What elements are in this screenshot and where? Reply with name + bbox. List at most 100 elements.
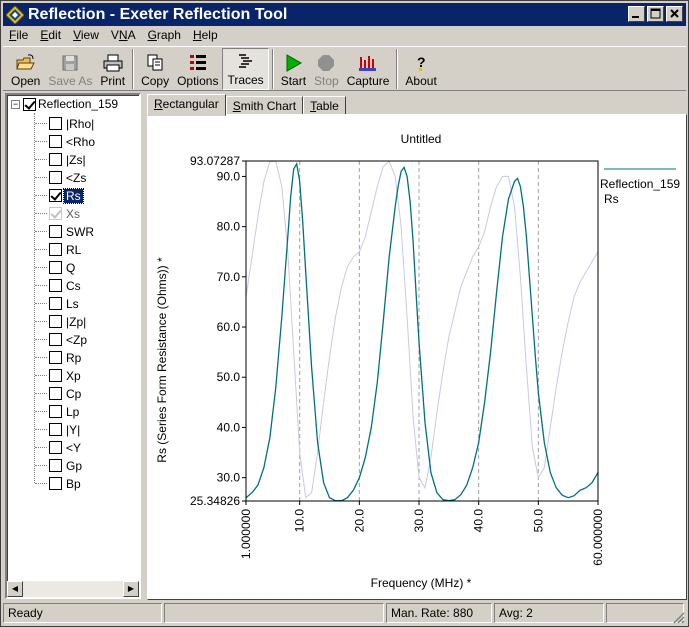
menu-edit-mnemonic: E <box>40 28 49 42</box>
tree-item[interactable]: Lp <box>49 403 81 420</box>
help-question-icon: ? <box>417 54 426 71</box>
menu-graph[interactable]: Graph <box>142 26 187 45</box>
maximize-icon <box>650 8 661 19</box>
traces-label: Traces <box>227 73 264 87</box>
options-list-icon <box>189 55 206 70</box>
tree-item[interactable]: Rp <box>49 349 83 366</box>
tree-item[interactable]: Cp <box>49 385 83 402</box>
trace-checkbox[interactable] <box>49 351 62 364</box>
close-button[interactable] <box>666 6 683 22</box>
tree-item[interactable]: Xs <box>49 205 82 222</box>
trace-checkbox[interactable] <box>49 171 62 184</box>
start-button[interactable]: Start <box>277 48 310 90</box>
tree-item[interactable]: Gp <box>49 457 84 474</box>
menu-help[interactable]: Help <box>187 26 224 45</box>
trace-checkbox[interactable] <box>49 333 62 346</box>
trace-checkbox[interactable] <box>49 261 62 274</box>
trace-checkbox[interactable] <box>49 369 62 382</box>
tree-root-node[interactable]: − Reflection_159 <box>11 97 118 111</box>
trace-checkbox[interactable] <box>49 423 62 436</box>
capture-button[interactable]: Capture <box>343 48 394 90</box>
tree-item[interactable]: Ls <box>49 295 81 312</box>
trace-checkbox[interactable] <box>49 441 62 454</box>
menu-edit[interactable]: Edit <box>34 26 67 45</box>
tree-item[interactable]: |Y| <box>49 421 82 438</box>
y-tick-label: 50.0 <box>217 370 241 384</box>
tree-item-label: Lp <box>66 404 80 419</box>
tree-item[interactable]: Cs <box>49 277 83 294</box>
trace-checkbox[interactable] <box>49 189 62 202</box>
tab-table-label: able <box>316 99 339 113</box>
trace-checkbox[interactable] <box>49 387 62 400</box>
xs-series <box>245 160 599 499</box>
traces-button[interactable]: Traces <box>222 48 269 90</box>
tree-item[interactable]: Q <box>49 259 77 276</box>
tree-item[interactable]: <Zp <box>49 331 89 348</box>
tree-connector <box>35 159 47 160</box>
tree-connector <box>35 321 47 322</box>
trace-checkbox[interactable] <box>49 243 62 256</box>
title-bar[interactable]: Reflection - Exeter Reflection Tool <box>3 3 686 26</box>
about-button[interactable]: ? About <box>401 48 440 90</box>
maximize-button[interactable] <box>647 6 664 22</box>
open-button[interactable]: Open <box>7 48 44 90</box>
tree-item-label: RL <box>66 242 82 257</box>
stop-button[interactable]: Stop <box>310 48 343 90</box>
tree-item[interactable]: Xp <box>49 367 83 384</box>
tree-item-label: Ls <box>66 296 79 311</box>
tree-item-label: SWR <box>66 224 94 239</box>
tree-item[interactable]: SWR <box>49 223 96 240</box>
tree-item[interactable]: |Rho| <box>49 115 96 132</box>
tree-connector <box>35 303 47 304</box>
resize-grip-icon[interactable] <box>672 611 685 624</box>
window-title: Reflection - Exeter Reflection Tool <box>28 5 288 23</box>
trace-checkbox[interactable] <box>49 225 62 238</box>
menu-view[interactable]: View <box>67 26 105 45</box>
tab-rectangular-label: ectangular <box>162 97 219 111</box>
tree-item-label: <Zp <box>66 332 88 347</box>
collapse-toggle-icon[interactable]: − <box>11 98 20 109</box>
tree-item[interactable]: |Zs| <box>49 151 88 168</box>
tree-item[interactable]: <Zs <box>49 169 88 186</box>
trace-checkbox[interactable] <box>49 117 62 130</box>
tree-item[interactable]: |Zp| <box>49 313 88 330</box>
scroll-left-button[interactable]: ◀ <box>7 581 23 597</box>
tab-smith-chart[interactable]: Smith Chart <box>225 96 304 115</box>
trace-checkbox[interactable] <box>49 315 62 328</box>
tree-item-label: Cp <box>66 386 82 401</box>
tree-item[interactable]: <Y <box>49 439 83 456</box>
trace-checkbox[interactable] <box>49 153 62 166</box>
trace-checkbox[interactable] <box>49 405 62 418</box>
tab-table[interactable]: Table <box>303 96 346 115</box>
save-as-button[interactable]: Save As <box>44 48 96 90</box>
tree-root-checkbox[interactable] <box>23 97 36 111</box>
print-button[interactable]: Print <box>96 48 129 90</box>
scroll-track[interactable] <box>23 581 123 597</box>
tree-item[interactable]: Rs <box>49 187 84 204</box>
minimize-button[interactable] <box>628 6 645 22</box>
tab-rectangular[interactable]: Rectangular <box>147 94 226 116</box>
print-label: Print <box>100 74 126 88</box>
tree-item[interactable]: RL <box>49 241 83 258</box>
scroll-right-button[interactable]: ▶ <box>123 581 139 597</box>
menu-vna[interactable]: VNA <box>105 26 142 45</box>
tree-horizontal-scrollbar[interactable]: ◀ ▶ <box>7 581 139 597</box>
trace-checkbox[interactable] <box>49 297 62 310</box>
tree-item[interactable]: Bp <box>49 475 83 492</box>
copy-button[interactable]: Copy <box>137 48 173 90</box>
tree-connector <box>35 285 47 286</box>
trace-checkbox[interactable] <box>49 135 62 148</box>
tree-item[interactable]: <Rho <box>49 133 97 150</box>
options-button[interactable]: Options <box>173 48 222 90</box>
trace-checkbox[interactable] <box>49 207 62 220</box>
graph-panel: Untitled 93.07287 90.0 80.0 70.0 60.0 50.0 40.… <box>147 114 687 600</box>
menu-vna-mnemonic: N <box>118 28 128 42</box>
menu-file[interactable]: File <box>3 26 34 45</box>
y-tick-label: 80.0 <box>217 220 241 234</box>
trace-checkbox[interactable] <box>49 279 62 292</box>
trace-checkbox[interactable] <box>49 477 62 490</box>
trace-checkbox[interactable] <box>49 459 62 472</box>
y-tick-label: 60.0 <box>217 320 241 334</box>
menu-view-mnemonic: V <box>73 28 81 42</box>
